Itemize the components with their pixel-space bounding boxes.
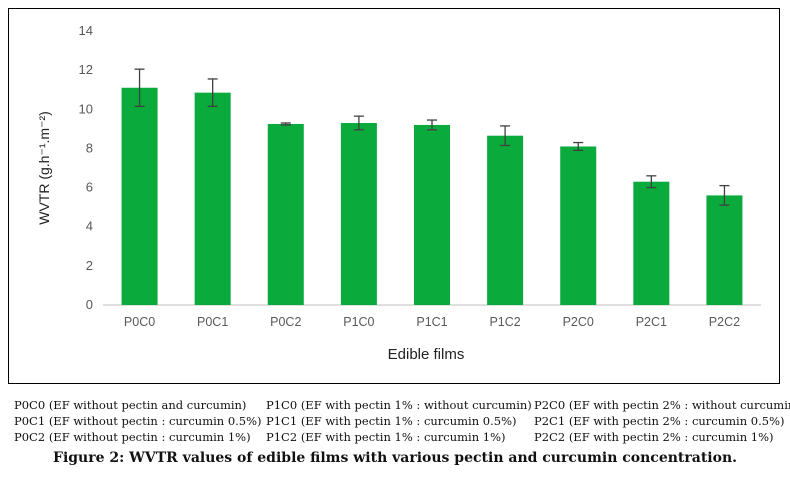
legend-column-1: P0C0 (EF without pectin and curcumin) P0… <box>14 397 262 445</box>
legend-item: P2C2 (EF with pectin 2% : curcumin 1%) <box>534 430 774 444</box>
bar <box>267 123 304 305</box>
x-tick-label: P1C1 <box>416 315 447 329</box>
y-tick-label: 10 <box>79 101 93 116</box>
y-tick-label: 14 <box>79 23 93 38</box>
y-tick-label: 0 <box>86 297 93 312</box>
chart-frame: 0 2 4 6 8 10 12 14 P0C0 P0C1 P0C2 P1C0 P1C1 P1C2 P2C0 P… <box>8 8 780 384</box>
bar <box>340 122 377 305</box>
bar <box>414 124 450 305</box>
x-tick-label: P0C1 <box>197 315 228 329</box>
bar <box>633 181 670 305</box>
legend-item: P0C0 (EF without pectin and curcumin) <box>14 398 247 412</box>
y-tick-label: 2 <box>86 258 93 273</box>
x-tick-label: P2C2 <box>709 315 740 329</box>
figure-caption: Figure 2: WVTR values of edible films wi… <box>53 450 737 466</box>
x-tick-label: P1C0 <box>343 315 374 329</box>
x-tick-label: P0C2 <box>270 315 301 329</box>
bar <box>194 92 231 306</box>
x-tick-label: P2C1 <box>636 315 667 329</box>
bar <box>706 195 743 305</box>
legend-column-2: P1C0 (EF with pectin 1% : without curcum… <box>266 397 532 445</box>
legend-column-3: P2C0 (EF with pectin 2% : without curcum… <box>534 397 790 445</box>
y-tick-label: 6 <box>86 180 93 195</box>
legend-item: P1C2 (EF with pectin 1% : curcumin 1%) <box>266 430 506 444</box>
x-axis-title: Edible films <box>388 346 465 363</box>
bar-chart: 0 2 4 6 8 10 12 14 P0C0 P0C1 P0C2 P1C0 P1C1 P1C2 P2C0 P… <box>36 23 761 363</box>
bar <box>560 146 597 305</box>
y-axis-title: WVTR (g.h⁻¹.m⁻²) <box>36 111 52 225</box>
legend-item: P2C1 (EF with pectin 2% : curcumin 0.5%) <box>534 414 785 428</box>
x-tick-label: P0C0 <box>124 315 155 329</box>
bar <box>121 87 158 305</box>
legend-item: P0C2 (EF without pectin : curcumin 1%) <box>14 430 251 444</box>
legend-item: P0C1 (EF without pectin : curcumin 0.5%) <box>14 414 262 428</box>
y-tick-label: 8 <box>86 140 93 155</box>
y-tick-label: 12 <box>79 62 93 77</box>
x-tick-label: P1C2 <box>489 315 520 329</box>
bar <box>487 135 524 305</box>
legend-item: P1C0 (EF with pectin 1% : without curcum… <box>266 398 532 412</box>
y-tick-label: 4 <box>86 219 93 234</box>
x-tick-label: P2C0 <box>563 315 594 329</box>
legend-item: P2C0 (EF with pectin 2% : without curcum… <box>534 398 790 412</box>
legend-item: P1C1 (EF with pectin 1% : curcumin 0.5%) <box>266 414 517 428</box>
